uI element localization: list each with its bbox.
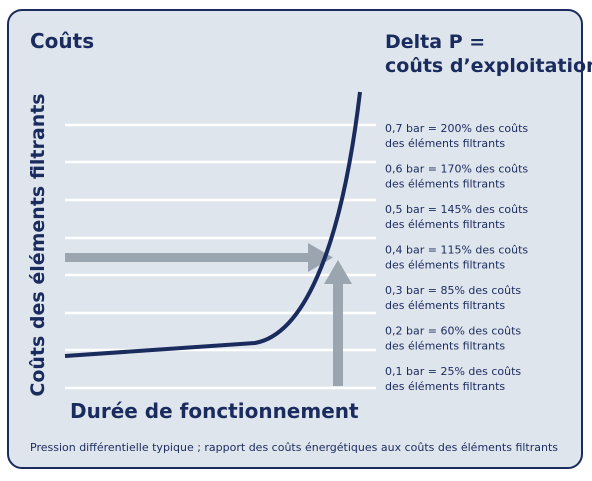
level-label: des éléments filtrants: [385, 259, 505, 272]
level-label: 0,4 bar = 115% des coûts: [385, 244, 528, 257]
level-label: 0,2 bar = 60% des coûts: [385, 325, 521, 338]
level-label: des éléments filtrants: [385, 178, 505, 191]
x-axis-label: Durée de fonctionnement: [70, 399, 359, 423]
level-labels: 0,7 bar = 200% des coûts des éléments fil…: [385, 122, 528, 393]
y-axis-label: Coûts des éléments filtrants: [27, 93, 49, 396]
level-label: 0,5 bar = 145% des coûts: [385, 203, 528, 216]
level-label: 0,7 bar = 200% des coûts: [385, 122, 528, 135]
delta-p: coûts d’exploitation: [385, 55, 592, 77]
level-label: des éléments filtrants: [385, 137, 505, 150]
level-label: des éléments filtrants: [385, 340, 505, 353]
level-label: des éléments filtrants: [385, 218, 505, 231]
caption: Pression différentielle typique ; rappor…: [30, 441, 558, 454]
title: Coûts: [30, 29, 94, 53]
arrows: [65, 243, 352, 386]
level-label: 0,3 bar = 85% des coûts: [385, 284, 521, 297]
level-label: des éléments filtrants: [385, 299, 505, 312]
cost-curve: [64, 91, 362, 358]
level-label: 0,6 bar = 170% des coûts: [385, 163, 528, 176]
delta-p: Delta P =: [385, 31, 485, 53]
level-label: des éléments filtrants: [385, 380, 505, 393]
level-lines: [65, 123, 376, 390]
level-label: 0,1 bar = 25% des coûts: [385, 365, 521, 378]
